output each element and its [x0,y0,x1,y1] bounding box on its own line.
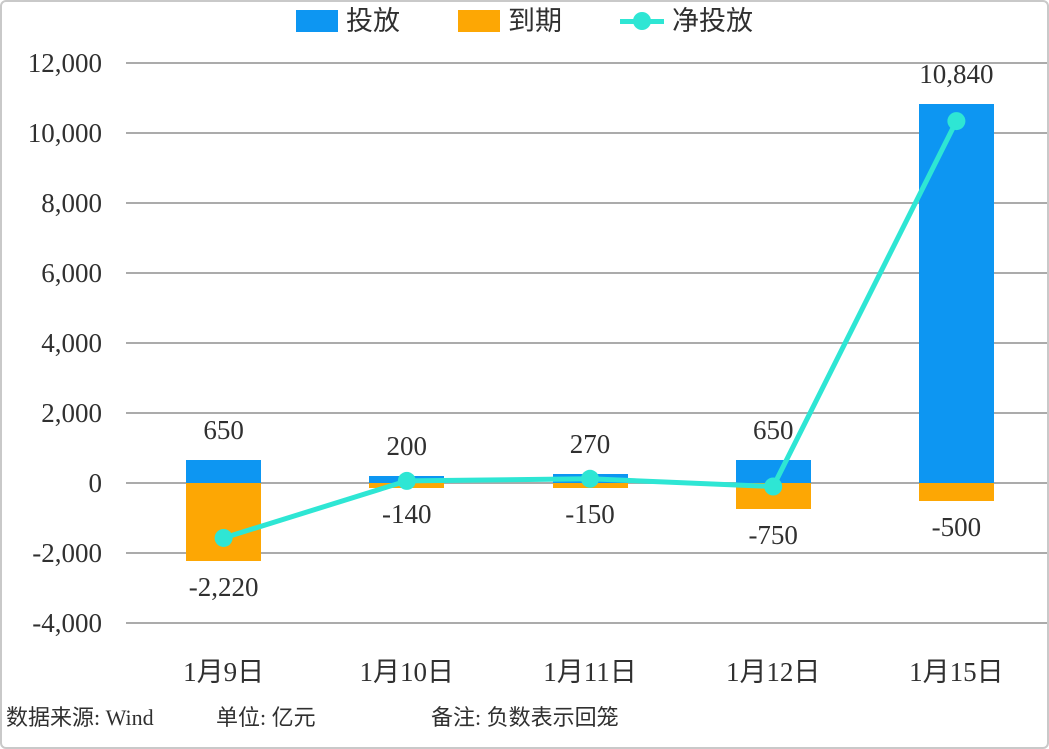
data-source-note: 数据来源: Wind [6,705,154,730]
x-tick-label: 1月11日 [543,657,637,687]
y-tick-label: 12,000 [27,48,102,78]
legend-bar-swatch-orange [458,10,500,32]
legend-line-swatch-cyan [620,10,664,32]
legend-item-toufang: 投放 [296,4,400,38]
footer-notes: 数据来源: Wind 单位: 亿元 备注: 负数表示回笼 [2,703,1047,737]
bar-series-0 [918,103,994,483]
data-label: 650 [752,415,794,446]
x-tick-label: 1月15日 [909,657,1004,687]
y-tick-label: 6,000 [41,258,102,288]
bar-series-0 [552,473,628,483]
legend-label: 到期 [508,6,562,36]
data-label: -2,220 [188,571,259,602]
gridline [126,62,1047,64]
data-label: 270 [569,428,611,459]
data-label: -500 [931,511,982,542]
unit-note: 单位: 亿元 [216,705,316,730]
legend-item-jingtoufang: 净投放 [620,4,753,38]
bar-series-0 [369,476,445,483]
data-label: 650 [203,415,244,446]
remark-note: 备注: 负数表示回笼 [431,705,619,730]
gridline [126,132,1047,134]
gridline [126,272,1047,274]
y-tick-label: 8,000 [41,188,102,218]
x-tick-label: 1月9日 [183,657,265,687]
bar-series-1 [369,483,445,488]
y-tick-label: 0 [88,468,103,498]
legend-label: 净投放 [672,6,753,36]
legend-item-daoqi: 到期 [458,4,562,38]
gridline [126,552,1047,554]
y-tick-label: -2,000 [32,538,102,568]
gridline [126,202,1047,204]
bar-series-0 [186,460,262,483]
bar-series-1 [186,483,262,561]
x-tick-label: 1月10日 [359,657,455,687]
bar-series-1 [918,483,994,501]
x-tick-label: 1月12日 [725,657,821,687]
data-label: -150 [565,499,615,530]
y-tick-label: 2,000 [41,398,102,428]
data-label: 10,840 [919,58,994,89]
legend-label: 投放 [346,6,400,36]
y-tick-label: -4,000 [32,608,102,638]
legend-bar-swatch-blue [296,10,338,32]
bar-series-1 [552,483,628,489]
gridline [126,342,1047,344]
y-tick-label: 10,000 [27,118,102,148]
data-label: -750 [748,520,798,551]
data-label: -140 [382,498,432,529]
y-tick-label: 4,000 [41,328,102,358]
legend: 投放 到期 净投放 [2,4,1047,38]
gridline [126,622,1047,624]
bar-series-1 [735,483,811,510]
data-label: 200 [386,431,428,461]
bar-series-0 [735,460,811,483]
